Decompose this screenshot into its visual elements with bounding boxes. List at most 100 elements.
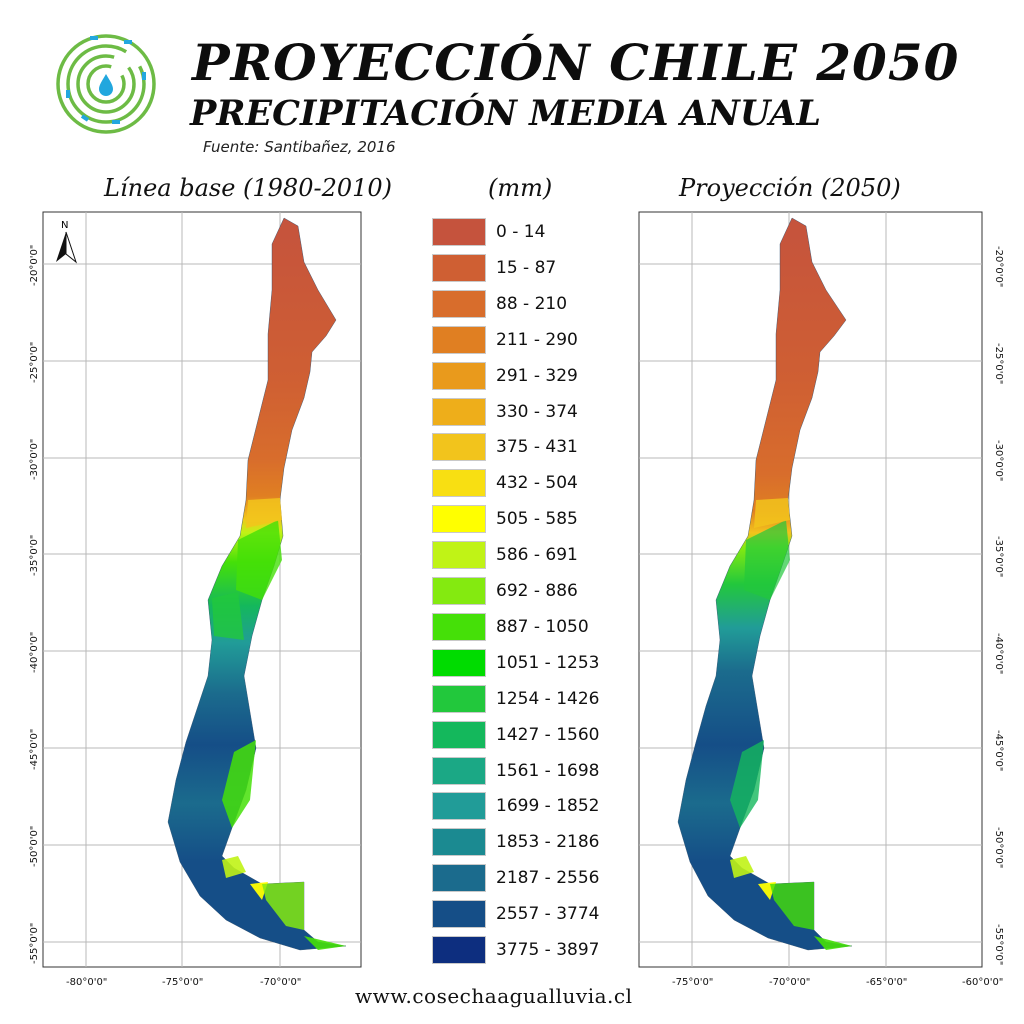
baseline-map: -20°0'0" -25°0'0" -30°0'0" -35°0'0" -40°… [29, 211, 362, 988]
lon-label: -65°0'0" [866, 977, 907, 988]
legend-item: 0 - 14 [432, 218, 632, 250]
lat-label: -55°0'0" [993, 924, 1004, 965]
legend-label: 0 - 14 [496, 222, 546, 242]
lat-label: -20°0'0" [29, 245, 40, 286]
legend-swatch [432, 469, 486, 498]
water-drop-icon [99, 74, 113, 96]
lon-label: -80°0'0" [66, 977, 107, 988]
legend-label: 505 - 585 [496, 509, 578, 530]
legend-label: 375 - 431 [496, 437, 578, 458]
legend-item: 375 - 431 [432, 433, 632, 465]
legend-label: 432 - 504 [496, 473, 578, 494]
baseline-lon-axis: -80°0'0" -75°0'0" -70°0'0" [66, 977, 301, 988]
legend-item: 586 - 691 [432, 541, 632, 573]
legend-label: 692 - 886 [496, 581, 578, 601]
legend-label: 2557 - 3774 [496, 904, 600, 925]
projection-map-title: Proyección (2050) [679, 174, 901, 202]
legend-swatch [432, 541, 486, 570]
legend-label: 330 - 374 [496, 401, 578, 422]
lat-label: -35°0'0" [993, 536, 1004, 577]
north-arrow-icon: N [56, 220, 78, 264]
legend-item: 291 - 329 [432, 361, 632, 394]
legend-item: 211 - 290 [432, 325, 632, 358]
baseline-lat-axis: -20°0'0" -25°0'0" -30°0'0" -35°0'0" -40°… [29, 245, 40, 964]
legend-swatch [432, 505, 486, 534]
legend-item: 3775 - 3897 [432, 936, 632, 968]
legend-swatch [432, 684, 486, 713]
lat-label: -50°0'0" [29, 826, 40, 867]
legend-swatch [432, 900, 486, 929]
legend-swatch [432, 756, 486, 785]
lat-label: -40°0'0" [29, 632, 40, 673]
legend-swatch [432, 218, 486, 246]
legend-label: 1853 - 2186 [496, 832, 600, 853]
legend-item: 2187 - 2556 [432, 864, 632, 896]
projection-map: -20°0'0" -25°0'0" -30°0'0" -35°0'0" -40°… [638, 211, 1004, 988]
legend-item: 1853 - 2186 [432, 828, 632, 860]
legend-label: 1561 - 1698 [496, 760, 600, 781]
projection-lon-axis: -75°0'0" -70°0'0" -65°0'0" -60°0'0" [672, 977, 1003, 988]
legend-swatch [432, 253, 486, 282]
legend-label: 211 - 290 [496, 329, 578, 350]
lon-label: -75°0'0" [672, 977, 713, 988]
legend-label: 2187 - 2556 [496, 868, 600, 889]
logo-water-maze-icon [56, 34, 156, 134]
legend-item: 1561 - 1698 [432, 756, 632, 789]
lat-label: -20°0'0" [993, 246, 1004, 287]
legend-item: 2557 - 3774 [432, 900, 632, 932]
legend-swatch [432, 361, 486, 390]
lon-label: -75°0'0" [162, 977, 203, 988]
legend-label: 586 - 691 [496, 545, 578, 566]
legend-swatch [432, 648, 486, 677]
legend-label: 1699 - 1852 [496, 796, 600, 817]
lat-label: -25°0'0" [993, 343, 1004, 384]
legend-swatch [432, 325, 486, 354]
legend-swatch [432, 397, 486, 426]
lat-label: -30°0'0" [993, 440, 1004, 481]
page-subtitle: PRECIPITACIÓN MEDIA ANUAL [190, 93, 822, 134]
legend-item: 1427 - 1560 [432, 720, 632, 753]
legend-item: 15 - 87 [432, 253, 632, 286]
legend-item: 432 - 504 [432, 469, 632, 501]
lon-label: -70°0'0" [769, 977, 810, 988]
legend-label: 291 - 329 [496, 365, 578, 386]
lat-label: -45°0'0" [29, 729, 40, 770]
legend-item: 1254 - 1426 [432, 684, 632, 717]
north-label: N [61, 220, 68, 231]
page-title: PROYECCIÓN CHILE 2050 [192, 33, 960, 92]
legend-item: 692 - 886 [432, 577, 632, 609]
legend-label: 88 - 210 [496, 293, 568, 314]
lat-label: -40°0'0" [993, 633, 1004, 674]
lon-label: -70°0'0" [260, 977, 301, 988]
projection-lat-axis: -20°0'0" -25°0'0" -30°0'0" -35°0'0" -40°… [993, 246, 1004, 965]
footer-url[interactable]: www.cosechaagualluvia.cl [355, 984, 633, 1008]
lon-label: -60°0'0" [962, 977, 1003, 988]
lat-label: -25°0'0" [29, 342, 40, 383]
legend-label: 1254 - 1426 [496, 688, 600, 709]
lat-label: -45°0'0" [993, 730, 1004, 771]
lat-label: -55°0'0" [29, 923, 40, 964]
legend-swatch [432, 720, 486, 749]
legend-label: 3775 - 3897 [496, 940, 600, 960]
legend-swatch [432, 864, 486, 893]
legend-label: 15 - 87 [496, 257, 557, 278]
legend-item: 887 - 1050 [432, 612, 632, 645]
legend-item: 88 - 210 [432, 289, 632, 322]
legend-swatch [432, 936, 486, 964]
legend-label: 887 - 1050 [496, 616, 589, 637]
lat-label: -30°0'0" [29, 439, 40, 480]
legend-label: 1051 - 1253 [496, 652, 600, 673]
legend-item: 330 - 374 [432, 397, 632, 430]
lat-label: -35°0'0" [29, 535, 40, 576]
legend-swatch [432, 577, 486, 605]
legend-swatch [432, 792, 486, 821]
legend-swatch [432, 289, 486, 318]
legend-swatch [432, 433, 486, 462]
legend-item: 1699 - 1852 [432, 792, 632, 824]
legend-label: 1427 - 1560 [496, 724, 600, 745]
legend-swatch [432, 612, 486, 641]
baseline-map-title: Línea base (1980-2010) [104, 174, 393, 202]
legend-item: 1051 - 1253 [432, 648, 632, 681]
lat-label: -50°0'0" [993, 827, 1004, 868]
